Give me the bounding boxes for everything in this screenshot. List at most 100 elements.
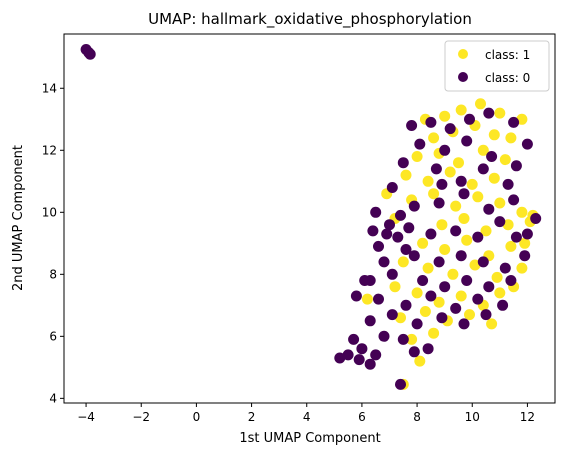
x-axis-label: 1st UMAP Component	[239, 431, 380, 446]
data-point	[350, 290, 362, 302]
data-point	[386, 268, 398, 280]
data-point	[521, 228, 533, 240]
data-point	[464, 113, 475, 125]
data-point	[497, 299, 509, 311]
data-point	[386, 309, 398, 321]
x-tick-label: −4	[77, 410, 95, 424]
data-point	[428, 327, 440, 339]
legend-marker-class-0	[458, 72, 468, 82]
data-point	[397, 157, 409, 169]
data-point	[472, 231, 484, 243]
data-point	[455, 104, 467, 116]
data-point	[84, 48, 96, 60]
data-point	[444, 166, 456, 178]
x-tick-label: 2	[248, 410, 256, 424]
data-point	[491, 271, 503, 283]
y-tick-label: 12	[42, 143, 57, 157]
data-point	[378, 330, 390, 342]
data-point	[469, 259, 481, 271]
data-point	[408, 250, 420, 262]
data-point	[472, 293, 484, 305]
data-point	[397, 333, 409, 345]
data-point	[516, 262, 528, 274]
legend-marker-class-1	[458, 49, 468, 59]
data-point	[519, 250, 531, 262]
data-point	[480, 309, 492, 321]
data-point	[475, 98, 486, 110]
data-point	[508, 116, 520, 128]
data-point	[422, 343, 434, 355]
data-point	[444, 123, 456, 135]
data-point	[450, 225, 462, 237]
data-point	[406, 333, 418, 345]
y-tick-label: 14	[42, 81, 57, 95]
data-point	[458, 188, 470, 200]
data-point	[499, 154, 511, 166]
data-point	[428, 132, 440, 144]
data-point	[494, 107, 506, 119]
data-point	[364, 315, 376, 327]
data-point	[397, 256, 409, 268]
data-point	[477, 144, 489, 156]
data-point	[477, 256, 489, 268]
data-point	[406, 120, 418, 131]
data-point	[400, 244, 412, 255]
plot-area	[80, 44, 542, 390]
axes-frame	[63, 33, 556, 404]
y-tick-label: 6	[49, 329, 57, 343]
y-axis: 4 6 8 10 12 14	[42, 81, 64, 405]
data-point	[502, 178, 514, 190]
legend-box	[444, 40, 550, 92]
data-point	[417, 237, 429, 249]
data-point	[483, 281, 495, 293]
data-point	[411, 287, 423, 299]
data-point	[439, 244, 451, 255]
data-point	[425, 116, 437, 128]
data-point	[458, 213, 470, 224]
data-point	[486, 318, 498, 330]
data-point	[502, 219, 514, 231]
legend: class: 1 class: 0	[444, 40, 550, 92]
data-point	[356, 343, 368, 355]
data-point	[488, 172, 500, 184]
data-point	[425, 290, 437, 302]
data-point	[422, 262, 434, 274]
data-point	[439, 110, 451, 122]
data-point	[521, 138, 533, 150]
data-point	[373, 293, 384, 305]
x-tick-label: 6	[358, 410, 366, 424]
data-point	[461, 234, 473, 246]
data-point	[461, 135, 473, 147]
data-point	[453, 157, 464, 169]
data-point	[505, 240, 517, 252]
data-point	[334, 352, 346, 364]
data-point	[447, 268, 459, 280]
data-point	[364, 358, 376, 370]
data-point	[419, 306, 431, 317]
data-point	[519, 237, 531, 249]
data-point	[439, 281, 451, 293]
data-point	[466, 178, 478, 190]
data-point	[414, 355, 426, 367]
data-point	[458, 318, 470, 330]
data-point	[455, 175, 467, 187]
y-tick-label: 10	[42, 205, 57, 219]
data-point	[425, 228, 437, 240]
data-point	[433, 197, 445, 209]
data-point	[342, 349, 354, 361]
data-point	[428, 188, 440, 200]
data-point	[505, 132, 517, 144]
data-point	[510, 160, 522, 172]
x-tick-label: 10	[465, 410, 480, 424]
data-point	[348, 333, 360, 345]
data-point	[505, 275, 517, 286]
data-point	[516, 113, 528, 125]
data-point	[370, 206, 382, 218]
data-point	[436, 178, 448, 190]
data-point	[367, 225, 379, 237]
data-point	[353, 354, 365, 366]
data-point	[373, 240, 384, 252]
data-point	[455, 250, 467, 262]
y-axis-label: 2nd UMAP Component	[11, 145, 26, 291]
